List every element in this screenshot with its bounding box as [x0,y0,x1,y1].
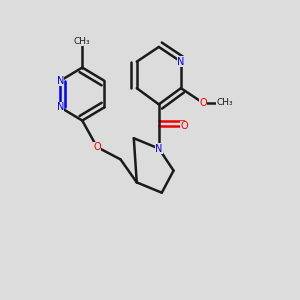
Text: N: N [56,76,64,86]
Text: O: O [93,142,101,152]
Text: O: O [199,98,207,108]
Text: N: N [177,57,184,67]
Text: N: N [56,102,64,112]
Text: O: O [180,122,188,131]
Text: CH₃: CH₃ [217,98,233,107]
Text: CH₃: CH₃ [74,37,91,46]
Text: N: N [155,143,163,154]
